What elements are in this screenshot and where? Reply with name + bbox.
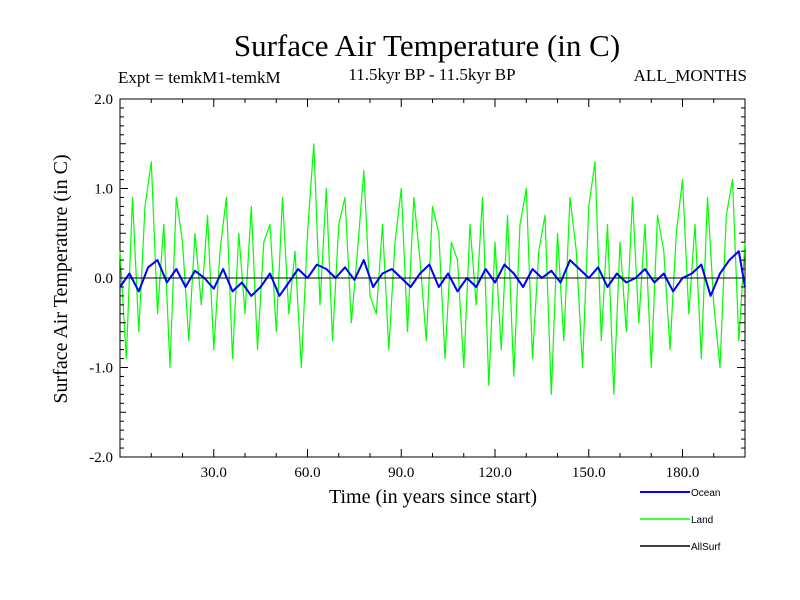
subtitle-months: ALL_MONTHS [634, 66, 747, 85]
y-tick-label: -1.0 [89, 361, 113, 377]
x-tick-label: 60.0 [294, 465, 320, 481]
y-tick-label: -2.0 [89, 450, 113, 466]
chart-title: Surface Air Temperature (in C) [234, 28, 620, 63]
series-line-land [119, 143, 746, 395]
x-tick-label: 30.0 [201, 465, 227, 481]
legend: Ocean Land AllSurf [640, 488, 721, 553]
y-tick-label: 2.0 [94, 92, 113, 108]
subtitle-period: 11.5kyr BP - 11.5kyr BP [348, 65, 515, 84]
x-tick-label: 180.0 [666, 465, 700, 481]
y-tick-label: 0.0 [94, 271, 113, 287]
x-tick-label: 150.0 [572, 465, 606, 481]
y-axis-ticks: -2.0 -1.0 0.0 1.0 2.0 [89, 92, 745, 466]
legend-label-land: Land [691, 515, 713, 526]
legend-label-allsurf: AllSurf [691, 542, 721, 553]
x-axis-ticks: 30.0 60.0 90.0 120.0 150.0 180.0 [150, 99, 715, 481]
legend-label-ocean: Ocean [691, 488, 720, 499]
x-axis-label: Time (in years since start) [329, 486, 537, 508]
x-tick-label: 90.0 [388, 465, 414, 481]
series-line-ocean [119, 250, 746, 297]
y-axis-label: Surface Air Temperature (in C) [50, 154, 72, 403]
subtitle-expt: Expt = temkM1-temkM [118, 68, 281, 87]
y-tick-label: 1.0 [94, 182, 113, 198]
ocean-series-group [119, 250, 746, 297]
land-series-group [119, 143, 746, 395]
x-tick-label: 120.0 [478, 465, 512, 481]
